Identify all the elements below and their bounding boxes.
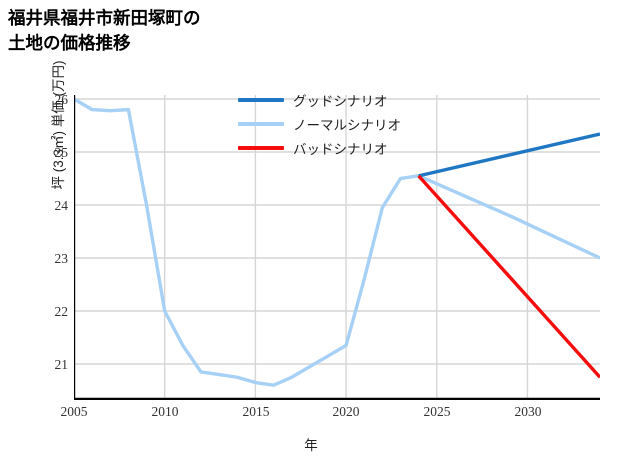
legend-item-bad[interactable]: バッドシナリオ: [238, 136, 401, 160]
legend-swatch-bad: [238, 146, 284, 150]
legend-item-normal[interactable]: ノーマルシナリオ: [238, 112, 401, 136]
x-tick-label: 2020: [332, 404, 360, 419]
data-series-group: [74, 97, 600, 387]
y-tick-label: 25: [54, 145, 69, 160]
legend-label-normal: ノーマルシナリオ: [293, 118, 401, 133]
y-tick-label: 24: [54, 198, 69, 213]
y-tick-label: 23: [54, 251, 69, 266]
series-line: [417, 174, 600, 379]
x-tick-label: 2005: [60, 404, 88, 419]
series-plot: [74, 95, 600, 400]
chart-legend: グッドシナリオ ノーマルシナリオ バッドシナリオ: [238, 88, 401, 160]
x-tick-label: 2030: [514, 404, 542, 419]
legend-swatch-good: [238, 98, 284, 102]
series-line: [74, 97, 600, 387]
gridlines: [74, 95, 600, 399]
series-line: [418, 132, 600, 178]
y-tick-label: 22: [54, 304, 69, 319]
x-axis-label: 年: [304, 438, 318, 453]
y-tick-label: 26: [54, 92, 69, 107]
x-tick-label: 2010: [151, 404, 179, 419]
legend-swatch-normal: [238, 122, 284, 126]
x-tick-label: 2015: [242, 404, 270, 419]
legend-label-good: グッドシナリオ: [293, 94, 388, 109]
y-tick-label: 21: [54, 357, 69, 372]
plot-area: [74, 95, 600, 400]
chart-title: 福井県福井市新田塚町の 土地の価格推移: [8, 8, 201, 53]
legend-label-bad: バッドシナリオ: [293, 142, 388, 157]
legend-item-good[interactable]: グッドシナリオ: [238, 88, 401, 112]
x-tick-label: 2025: [423, 404, 451, 419]
